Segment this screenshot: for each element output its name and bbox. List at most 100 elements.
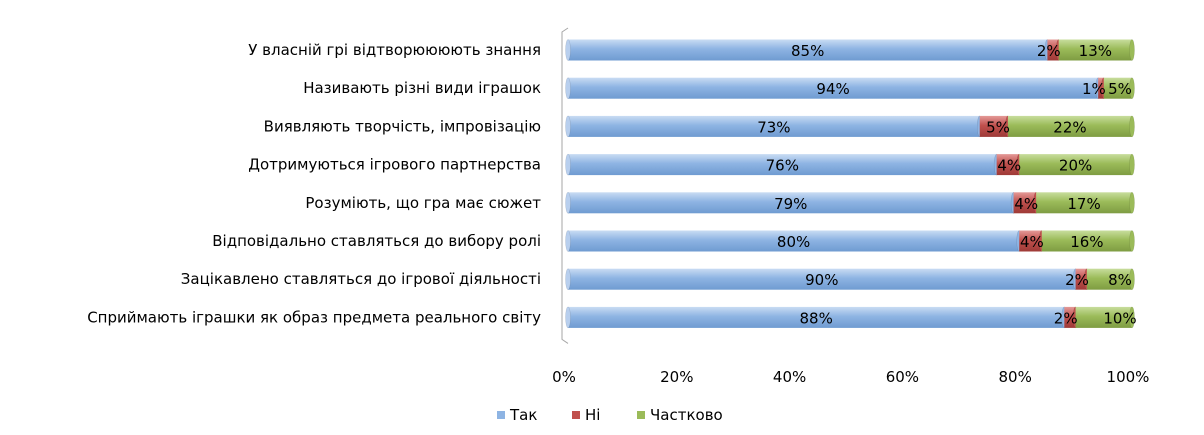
- bar-segment: [1058, 39, 1132, 61]
- bar-segment: [1075, 268, 1087, 290]
- bar-segment: [568, 230, 1020, 252]
- bar-cap: [1129, 115, 1135, 138]
- bar-start-cap: [565, 268, 571, 290]
- data-label: 90%: [805, 271, 838, 289]
- data-label: 4%: [1020, 233, 1044, 251]
- data-label: 2%: [1037, 42, 1061, 60]
- bar-start-cap: [565, 192, 571, 214]
- legend: Так Ні Частково: [497, 406, 723, 424]
- bar-segment: [568, 39, 1048, 61]
- category-label: Виявляють творчість, імпровізацію: [264, 117, 541, 135]
- x-tick-label: 0%: [552, 368, 576, 386]
- bar-row: [565, 268, 1135, 290]
- category-label: Зацікавлено ставляться до ігрової діяльн…: [181, 270, 541, 288]
- bar-cap: [1129, 153, 1135, 176]
- bar-segment: [568, 154, 997, 176]
- category-label: Відповідально ставляться до вибору ролі: [212, 232, 541, 250]
- bar-row: [565, 230, 1135, 252]
- bar-row: [565, 77, 1135, 99]
- bar-start-cap: [565, 306, 571, 329]
- x-tick-label: 80%: [999, 368, 1032, 386]
- data-label: 13%: [1079, 42, 1112, 60]
- bar-start-cap: [565, 39, 571, 61]
- data-label: 88%: [799, 309, 832, 327]
- bar-segment: [1041, 230, 1132, 252]
- legend-label: Так: [509, 406, 537, 424]
- data-label: 5%: [986, 118, 1010, 136]
- plot-wall: [561, 27, 569, 344]
- bar-start-cap: [565, 153, 571, 176]
- bar-start-cap: [565, 230, 571, 252]
- data-label: 4%: [1014, 195, 1038, 213]
- x-tick-label: 20%: [660, 368, 693, 386]
- category-label: Дотримуються ігрового партнерства: [248, 156, 541, 174]
- bar-segment: [1103, 77, 1132, 99]
- data-label: 5%: [1108, 80, 1132, 98]
- category-label: У власній грі відтворюююють знання: [248, 41, 541, 59]
- bar-segment: [568, 77, 1099, 99]
- legend-swatch: [637, 411, 645, 419]
- bar-segment: [1019, 230, 1042, 252]
- data-label: 4%: [997, 157, 1021, 175]
- data-label: 76%: [766, 157, 799, 175]
- legend-item: Ні: [572, 406, 600, 424]
- bar-row: [565, 39, 1135, 61]
- data-label: 20%: [1059, 157, 1092, 175]
- bar-segment: [1036, 192, 1132, 214]
- legend-item: Частково: [637, 406, 723, 424]
- axis-layer: [561, 27, 569, 344]
- data-label: 80%: [777, 233, 810, 251]
- bar-row: [565, 115, 1135, 138]
- x-tick-label: 100%: [1107, 368, 1150, 386]
- x-tick-label: 40%: [773, 368, 806, 386]
- category-label: Називають різні види іграшок: [303, 79, 541, 97]
- bar-segment: [1007, 115, 1132, 137]
- bar-cap: [1129, 306, 1135, 329]
- legend-label: Ні: [585, 406, 600, 424]
- bar-segment: [568, 268, 1076, 290]
- bar-cap: [1129, 39, 1135, 61]
- bar-row: [565, 153, 1135, 176]
- bar-start-cap: [565, 115, 571, 138]
- legend-label: Частково: [650, 406, 723, 424]
- bar-segment: [1064, 306, 1076, 328]
- data-label: 10%: [1103, 309, 1136, 327]
- data-label: 2%: [1065, 271, 1089, 289]
- bar-segment: [1098, 77, 1104, 99]
- bar-cap: [1129, 268, 1135, 290]
- bar-start-cap: [565, 77, 571, 99]
- bar-segment: [568, 306, 1065, 328]
- bar-cap: [1129, 230, 1135, 252]
- bar-segment: [1013, 192, 1037, 214]
- data-label: 8%: [1108, 271, 1132, 289]
- bar-segment: [1075, 306, 1132, 328]
- bar-row: [565, 306, 1135, 329]
- bar-segment: [1047, 39, 1059, 61]
- data-label: 1%: [1082, 80, 1106, 98]
- data-label: 17%: [1067, 195, 1100, 213]
- legend-swatch: [497, 411, 505, 419]
- bar-segment: [1086, 268, 1132, 290]
- data-label: 94%: [816, 80, 849, 98]
- bar-cap: [1129, 77, 1135, 99]
- bar-segment: [979, 115, 1008, 137]
- data-label: 73%: [757, 118, 790, 136]
- data-label: 2%: [1054, 309, 1078, 327]
- data-label: 85%: [791, 42, 824, 60]
- legend-swatch: [572, 411, 580, 419]
- bar-segment: [568, 192, 1014, 214]
- data-label: 16%: [1070, 233, 1103, 251]
- bar-row: [565, 192, 1135, 214]
- x-tick-label: 60%: [886, 368, 919, 386]
- labels-layer: У власній грі відтворюююють знання Назива…: [87, 41, 1149, 386]
- data-label: 22%: [1053, 118, 1086, 136]
- bar-segment: [568, 115, 980, 137]
- bar-segment: [1019, 154, 1132, 176]
- bars-layer: [565, 39, 1135, 329]
- data-label: 79%: [774, 195, 807, 213]
- legend-item: Так: [497, 406, 537, 424]
- bar-segment: [996, 154, 1020, 176]
- bar-cap: [1129, 192, 1135, 214]
- category-label: Розуміють, що гра має сюжет: [305, 194, 541, 212]
